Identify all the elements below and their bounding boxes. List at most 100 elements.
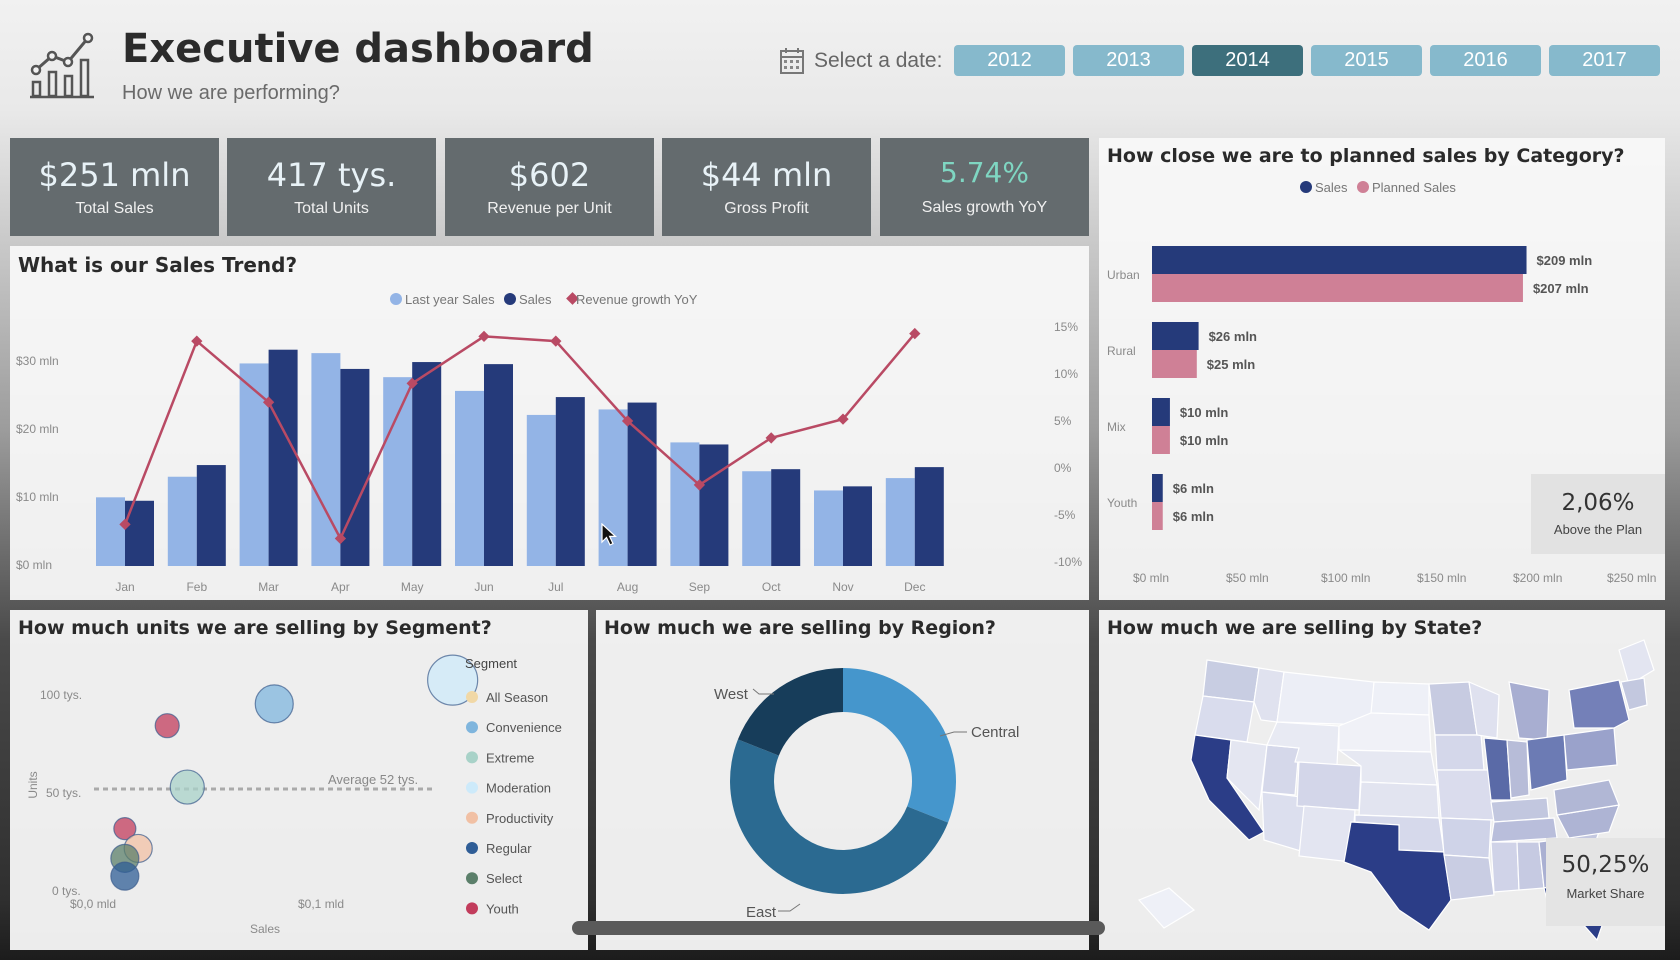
legend-planned: Planned Sales bbox=[1372, 180, 1456, 195]
leader-line-west bbox=[752, 688, 774, 695]
above-plan-value: 2,06% bbox=[1561, 490, 1635, 516]
segment-legend-item[interactable]: Productivity bbox=[486, 811, 554, 826]
growth-point-nov[interactable] bbox=[837, 413, 849, 425]
bar-sales-rural[interactable] bbox=[1152, 322, 1199, 350]
donut-slice-central[interactable] bbox=[843, 668, 956, 823]
bar-sales-jun[interactable] bbox=[484, 364, 513, 566]
year-button-2017[interactable]: 2017 bbox=[1549, 45, 1660, 76]
y-tick: $0 mln bbox=[16, 558, 52, 572]
leader-line-east bbox=[778, 903, 801, 912]
x-tick: $0,0 mld bbox=[70, 897, 116, 911]
growth-point-jan[interactable] bbox=[119, 518, 131, 531]
bar-sales-aug[interactable] bbox=[627, 402, 657, 566]
sales-trend-chart: Last year Sales Sales Revenue growth YoY… bbox=[16, 292, 1082, 594]
bar-sales-oct[interactable] bbox=[771, 469, 801, 566]
bar-planned-urban[interactable] bbox=[1152, 274, 1523, 302]
donut-slice-east[interactable] bbox=[730, 739, 949, 894]
segment-legend-marker bbox=[466, 781, 478, 794]
bubble-regular[interactable] bbox=[110, 861, 140, 891]
state-oregon bbox=[1194, 695, 1255, 743]
state-colorado bbox=[1296, 761, 1362, 811]
bar-sales-mar[interactable] bbox=[268, 349, 298, 566]
segment-legend-item[interactable]: All Season bbox=[486, 690, 548, 705]
segment-legend-item[interactable]: Moderation bbox=[486, 781, 551, 796]
bar-sales-sep[interactable] bbox=[699, 444, 729, 566]
y2-tick: 10% bbox=[1054, 367, 1078, 381]
segment-legend-item[interactable]: Extreme bbox=[486, 750, 534, 765]
bar-last-year-nov[interactable] bbox=[814, 490, 843, 566]
bar-last-year-sep[interactable] bbox=[670, 442, 700, 566]
x-tick: $100 mln bbox=[1321, 571, 1370, 585]
state-alaska bbox=[1137, 887, 1196, 929]
bubble-youth[interactable] bbox=[113, 817, 137, 841]
state-indiana bbox=[1506, 739, 1530, 799]
bar-last-year-oct[interactable] bbox=[742, 471, 772, 566]
growth-point-mar[interactable] bbox=[262, 396, 275, 408]
bar-sales-may[interactable] bbox=[412, 362, 442, 566]
bar-last-year-mar[interactable] bbox=[239, 363, 269, 566]
segment-legend-item[interactable]: Select bbox=[486, 871, 523, 886]
state-new-england bbox=[1620, 677, 1648, 711]
x-tick: Sep bbox=[689, 580, 711, 594]
y-tick: 0 tys. bbox=[52, 884, 81, 898]
bar-sales-dec[interactable] bbox=[914, 467, 944, 566]
bar-last-year-may[interactable] bbox=[383, 377, 413, 566]
bubble-convenience[interactable] bbox=[254, 684, 294, 724]
above-plan-label: Above the Plan bbox=[1553, 522, 1643, 537]
growth-point-apr[interactable] bbox=[334, 532, 347, 545]
segment-legend-item[interactable]: Youth bbox=[486, 901, 519, 916]
calendar-icon bbox=[780, 47, 804, 75]
bar-last-year-dec[interactable] bbox=[885, 478, 915, 566]
x-tick: Nov bbox=[832, 580, 853, 594]
category-label-mix: Mix bbox=[1107, 420, 1126, 434]
year-button-2014[interactable]: 2014 bbox=[1192, 45, 1303, 76]
region-title: How much we are selling by Region? bbox=[604, 617, 996, 639]
growth-point-may[interactable] bbox=[406, 377, 418, 390]
bar-sales-nov[interactable] bbox=[843, 486, 872, 566]
bar-planned-mix[interactable] bbox=[1152, 426, 1170, 454]
donut-slice-west[interactable] bbox=[737, 668, 843, 756]
segment-legend-marker bbox=[466, 902, 478, 915]
bar-chart-trend-icon bbox=[30, 32, 94, 99]
year-button-2016[interactable]: 2016 bbox=[1430, 45, 1541, 76]
bubble-youth[interactable] bbox=[154, 713, 180, 739]
bar-last-year-jan[interactable] bbox=[96, 497, 125, 566]
legend-sales: Sales bbox=[1315, 180, 1348, 195]
segment-legend-marker bbox=[466, 872, 478, 885]
bar-last-year-jul[interactable] bbox=[526, 414, 556, 566]
bar-sales-youth[interactable] bbox=[1152, 474, 1163, 502]
bar-sales-mix[interactable] bbox=[1152, 398, 1170, 426]
horizontal-scrollbar[interactable] bbox=[572, 921, 1105, 935]
growth-point-sep[interactable] bbox=[693, 479, 706, 491]
year-button-2015[interactable]: 2015 bbox=[1311, 45, 1422, 76]
bubble-extreme[interactable] bbox=[169, 769, 205, 805]
year-button-2013[interactable]: 2013 bbox=[1073, 45, 1184, 76]
bar-sales-feb[interactable] bbox=[196, 465, 226, 566]
planned-value-label: $6 mln bbox=[1173, 509, 1214, 524]
bar-last-year-feb[interactable] bbox=[167, 476, 197, 566]
planned-value-label: $25 mln bbox=[1207, 357, 1255, 372]
us-state-map bbox=[1137, 639, 1655, 942]
bar-last-year-jun[interactable] bbox=[455, 390, 484, 566]
sales-value-label: $26 mln bbox=[1209, 329, 1257, 344]
growth-point-oct[interactable] bbox=[765, 432, 777, 444]
segment-legend-item[interactable]: Regular bbox=[486, 841, 532, 856]
legend-growth: Revenue growth YoY bbox=[576, 292, 698, 307]
growth-point-aug[interactable] bbox=[621, 415, 634, 427]
bar-sales-jul[interactable] bbox=[555, 397, 585, 566]
bar-last-year-apr[interactable] bbox=[311, 353, 341, 566]
bar-planned-youth[interactable] bbox=[1152, 502, 1163, 530]
page-subtitle: How we are performing? bbox=[122, 82, 340, 104]
growth-point-dec[interactable] bbox=[909, 327, 921, 340]
segment-panel: How much units we are selling by Segment… bbox=[10, 610, 588, 950]
x-tick: $0,1 mld bbox=[298, 897, 344, 911]
segment-legend-item[interactable]: Convenience bbox=[486, 720, 562, 735]
x-tick: Oct bbox=[762, 580, 781, 594]
bar-sales-apr[interactable] bbox=[340, 368, 370, 566]
bubble-moderation[interactable] bbox=[427, 654, 479, 706]
year-button-2012[interactable]: 2012 bbox=[954, 45, 1065, 76]
bar-planned-rural[interactable] bbox=[1152, 350, 1197, 378]
date-label: Select a date: bbox=[814, 49, 943, 72]
bar-sales-urban[interactable] bbox=[1152, 246, 1527, 274]
app-logo bbox=[28, 30, 98, 100]
